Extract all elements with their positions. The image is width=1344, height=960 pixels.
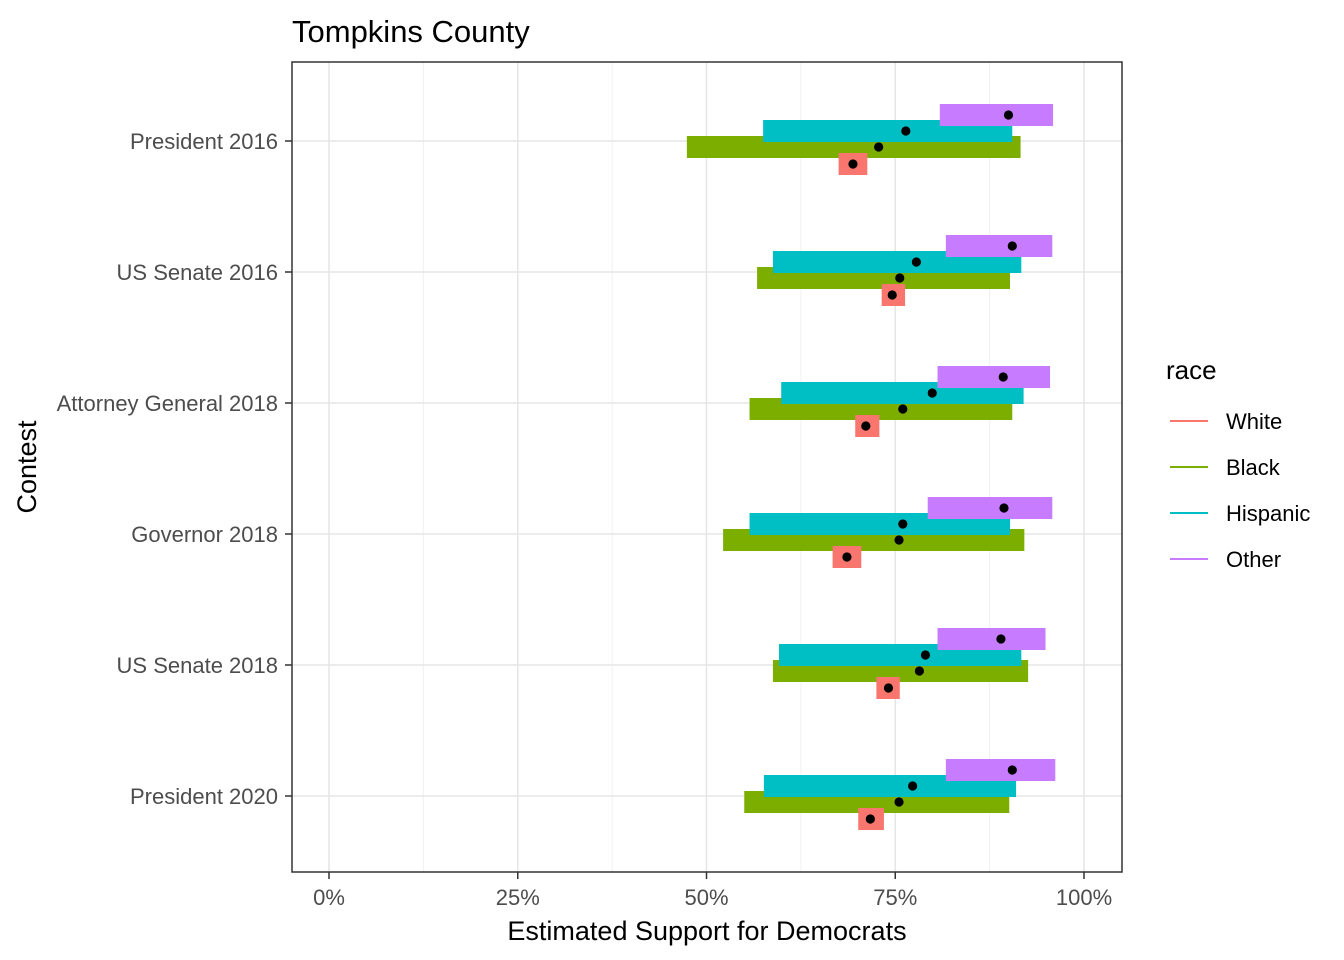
estimate-point-black: [874, 142, 884, 152]
points-layer: [842, 110, 1017, 824]
estimate-point-other: [996, 634, 1006, 644]
y-axis: President 2016 US Senate 2016 Attorney Gen…: [57, 129, 292, 809]
interval-bar-other: [927, 497, 1053, 519]
estimate-point-other: [1007, 241, 1017, 251]
x-tick-label: 0%: [313, 885, 345, 910]
x-tick-label: 100%: [1056, 885, 1112, 910]
estimate-point-hispanic: [898, 519, 908, 529]
estimate-point-white: [861, 421, 871, 431]
legend-title: race: [1166, 355, 1217, 385]
chart-title: Tompkins County: [292, 14, 530, 49]
estimate-point-white: [883, 683, 894, 693]
estimate-point-hispanic: [908, 781, 918, 791]
legend-label-hispanic: Hispanic: [1226, 501, 1310, 526]
x-axis-label: Estimated Support for Democrats: [507, 916, 906, 946]
estimate-point-black: [895, 273, 905, 283]
y-tick-label: Governor 2018: [131, 522, 278, 547]
grid-layer: [292, 62, 1122, 872]
estimate-point-hispanic: [920, 650, 931, 660]
estimate-point-other: [1007, 765, 1017, 775]
y-tick-label: US Senate 2016: [117, 260, 278, 285]
legend-label-other: Other: [1226, 547, 1281, 572]
interval-bar-other: [937, 366, 1051, 388]
estimate-point-other: [999, 503, 1009, 513]
y-axis-label: Contest: [12, 420, 42, 514]
legend-label-white: White: [1226, 409, 1282, 434]
estimate-point-hispanic: [911, 257, 921, 267]
estimate-point-white: [848, 159, 858, 169]
estimate-point-black: [914, 666, 925, 676]
x-axis: 0% 25% 50% 75% 100%: [313, 872, 1112, 910]
estimate-point-black: [898, 404, 908, 414]
bars-layer: [686, 104, 1056, 830]
interval-bar-other: [937, 628, 1046, 650]
interval-bar-other: [945, 235, 1053, 257]
interval-bar-other: [939, 104, 1054, 126]
x-tick-label: 50%: [684, 885, 728, 910]
estimate-point-hispanic: [927, 388, 937, 398]
x-tick-label: 25%: [496, 885, 540, 910]
y-tick-label: US Senate 2018: [117, 653, 278, 678]
estimate-point-white: [865, 814, 875, 824]
y-tick-label: President 2016: [130, 129, 278, 154]
estimate-point-white: [842, 552, 852, 562]
y-tick-label: Attorney General 2018: [57, 391, 278, 416]
interval-bar-other: [945, 759, 1056, 781]
estimate-point-hispanic: [901, 126, 911, 136]
estimate-point-black: [894, 797, 904, 807]
legend: race White Black Hispanic Other: [1166, 355, 1310, 572]
x-tick-label: 75%: [873, 885, 917, 910]
estimate-point-other: [1003, 110, 1014, 120]
y-tick-label: President 2020: [130, 784, 278, 809]
estimate-point-other: [998, 372, 1008, 382]
legend-label-black: Black: [1226, 455, 1281, 480]
estimate-point-black: [894, 535, 904, 545]
estimate-point-white: [887, 290, 897, 300]
